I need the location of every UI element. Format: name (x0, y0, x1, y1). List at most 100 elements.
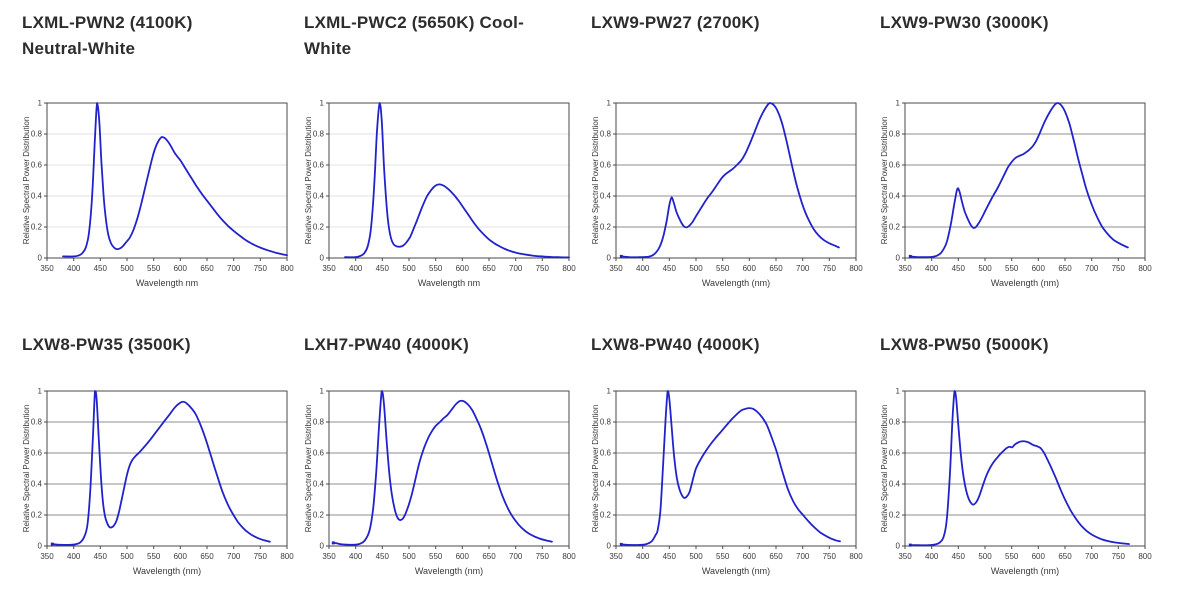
y-tick-label: 0.8 (600, 130, 612, 139)
chart-title: LXW9-PW30 (3000K) (878, 8, 1160, 36)
y-tick-label: 1 (38, 100, 43, 108)
x-tick-label: 400 (67, 552, 81, 561)
y-axis-label: Relative Spectral Power Distribution (304, 405, 313, 533)
curve-start-marker (908, 543, 912, 547)
chart-title-line1: LXML-PWC2 (5650K) Cool- (304, 13, 524, 32)
y-tick-label: 0 (38, 542, 43, 551)
x-tick-label: 350 (40, 552, 54, 561)
curve-start-marker (619, 254, 623, 258)
x-tick-label: 600 (743, 552, 757, 561)
y-tick-label: 0.6 (313, 449, 325, 458)
x-tick-label: 550 (716, 264, 730, 273)
x-tick-label: 500 (120, 552, 134, 561)
y-tick-label: 0.8 (31, 418, 43, 427)
x-axis-label: Wavelength (nm) (133, 566, 201, 576)
spectral-chart: 0 0.2 0.4 0.6 0.8 1 350 400 450 500 550 600 650 700 75… (880, 388, 1152, 576)
spectral-curve (62, 102, 288, 258)
x-tick-label: 400 (349, 552, 363, 561)
y-tick-label: 1 (320, 100, 325, 108)
x-tick-label: 800 (849, 552, 863, 561)
y-tick-label: 0.4 (313, 192, 325, 201)
x-tick-label: 500 (978, 264, 992, 273)
y-tick-label: 0.6 (31, 449, 43, 458)
x-tick-label: 650 (482, 552, 496, 561)
x-tick-label: 800 (1138, 552, 1152, 561)
x-tick-label: 800 (562, 552, 576, 561)
x-tick-label: 600 (1032, 552, 1046, 561)
x-tick-label: 550 (147, 264, 161, 273)
x-tick-label: 550 (147, 552, 161, 561)
x-tick-label: 750 (1112, 264, 1126, 273)
y-axis-label: Relative Spectral Power Distribution (22, 117, 31, 245)
x-tick-label: 500 (689, 552, 703, 561)
spectral-chart: 0 0.2 0.4 0.6 0.8 1 350 400 450 500 550 600 650 700 75… (591, 388, 863, 576)
spectral-curve (909, 102, 1129, 259)
y-tick-label: 0.8 (313, 418, 325, 427)
y-axis-label: Relative Spectral Power Distribution (591, 405, 600, 533)
x-tick-label: 550 (1005, 264, 1019, 273)
y-tick-label: 0.4 (889, 192, 901, 201)
chart-panel-lxw9-pw27: LXW9-PW27 (2700K) 0 0.2 0.4 0.6 0.8 1 350 400 45… (589, 8, 871, 308)
x-tick-label: 350 (898, 552, 912, 561)
x-tick-label: 450 (94, 552, 108, 561)
y-tick-label: 0.2 (313, 223, 325, 232)
y-tick-label: 0.6 (600, 449, 612, 458)
y-tick-label: 0.2 (600, 223, 612, 232)
x-tick-label: 700 (227, 264, 241, 273)
x-tick-label: 500 (402, 264, 416, 273)
x-tick-label: 450 (376, 552, 390, 561)
x-tick-label: 400 (925, 264, 939, 273)
y-tick-label: 0.6 (313, 161, 325, 170)
y-tick-label: 0 (896, 254, 901, 263)
x-tick-label: 650 (200, 264, 214, 273)
x-tick-label: 450 (376, 264, 390, 273)
plot-border (904, 390, 1146, 547)
y-tick-label: 0.6 (31, 161, 43, 170)
y-tick-label: 1 (38, 388, 43, 396)
spectral-curve (620, 102, 840, 259)
x-tick-label: 400 (636, 552, 650, 561)
x-axis-label: Wavelength (nm) (702, 566, 770, 576)
y-axis-label: Relative Spectral Power Distribution (880, 117, 889, 245)
x-tick-label: 450 (952, 552, 966, 561)
x-tick-label: 600 (456, 552, 470, 561)
y-tick-label: 0.8 (600, 418, 612, 427)
chart-panel-lxml-pwn2: LXML-PWN2 (4100K) Neutral-White 0 0.2 0.4 0.… (20, 8, 302, 308)
plot-border (328, 102, 570, 259)
y-axis-label: Relative Spectral Power Distribution (880, 405, 889, 533)
x-tick-label: 500 (978, 552, 992, 561)
y-tick-label: 0.8 (31, 130, 43, 139)
y-tick-label: 0 (38, 254, 43, 263)
plot-border (328, 390, 570, 547)
x-tick-label: 750 (823, 552, 837, 561)
spectral-chart: 0 0.2 0.4 0.6 0.8 1 350 400 450 500 550 600 650 700 75… (22, 388, 294, 576)
x-tick-label: 750 (536, 552, 550, 561)
x-tick-label: 450 (663, 264, 677, 273)
y-tick-label: 0 (607, 542, 612, 551)
chart-title-box: LXML-PWC2 (5650K) Cool- White (302, 8, 584, 100)
chart-panel-lxw8-pw50: LXW8-PW50 (5000K) 0 0.2 0.4 0.6 0.8 1 350 400 45… (878, 330, 1160, 585)
x-tick-label: 650 (1058, 552, 1072, 561)
x-tick-label: 400 (636, 264, 650, 273)
plot-border (615, 102, 857, 259)
spectral-chart: 0 0.2 0.4 0.6 0.8 1 350 400 450 500 550 600 650 700 75… (304, 388, 576, 576)
x-axis-label: Wavelength (nm) (991, 566, 1059, 576)
spectral-curve (620, 390, 841, 546)
y-tick-label: 0 (320, 542, 325, 551)
x-tick-label: 700 (1085, 552, 1099, 561)
y-tick-label: 0.8 (889, 418, 901, 427)
x-tick-label: 700 (509, 264, 523, 273)
y-tick-label: 0.4 (600, 192, 612, 201)
y-tick-label: 0 (607, 254, 612, 263)
x-tick-label: 700 (227, 552, 241, 561)
x-tick-label: 550 (429, 264, 443, 273)
plot-border (46, 102, 288, 259)
chart-title-line1: LXW8-PW40 (4000K) (591, 335, 760, 354)
x-tick-label: 600 (743, 264, 757, 273)
y-tick-label: 0.4 (889, 480, 901, 489)
y-tick-label: 0.2 (889, 223, 901, 232)
x-tick-label: 700 (509, 552, 523, 561)
chart-title: LXML-PWC2 (5650K) Cool- White (302, 8, 584, 62)
x-tick-label: 650 (200, 552, 214, 561)
